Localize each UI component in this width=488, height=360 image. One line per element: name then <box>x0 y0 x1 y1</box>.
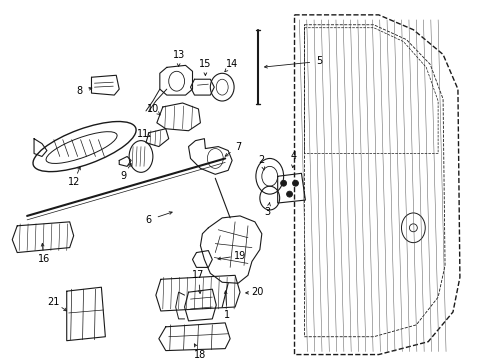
Text: 16: 16 <box>38 255 50 265</box>
Text: 11: 11 <box>137 129 149 139</box>
Text: 17: 17 <box>192 270 204 280</box>
Text: 21: 21 <box>47 297 60 307</box>
Ellipse shape <box>292 180 298 186</box>
Text: 14: 14 <box>225 59 238 69</box>
Text: 5: 5 <box>316 57 322 66</box>
Text: 15: 15 <box>199 59 211 69</box>
Text: 8: 8 <box>77 86 82 96</box>
Text: 2: 2 <box>258 156 264 166</box>
Text: 1: 1 <box>224 310 230 320</box>
Ellipse shape <box>280 180 286 186</box>
Text: 12: 12 <box>67 177 80 187</box>
Text: 3: 3 <box>264 207 270 217</box>
Ellipse shape <box>286 191 292 197</box>
Text: 20: 20 <box>251 287 264 297</box>
Text: 13: 13 <box>172 50 184 60</box>
Text: 7: 7 <box>234 141 241 152</box>
Text: 4: 4 <box>290 152 296 162</box>
Text: 18: 18 <box>194 350 206 360</box>
Text: 10: 10 <box>146 104 159 114</box>
Text: 19: 19 <box>233 251 245 261</box>
Text: 6: 6 <box>145 215 152 225</box>
Text: 9: 9 <box>120 171 126 181</box>
